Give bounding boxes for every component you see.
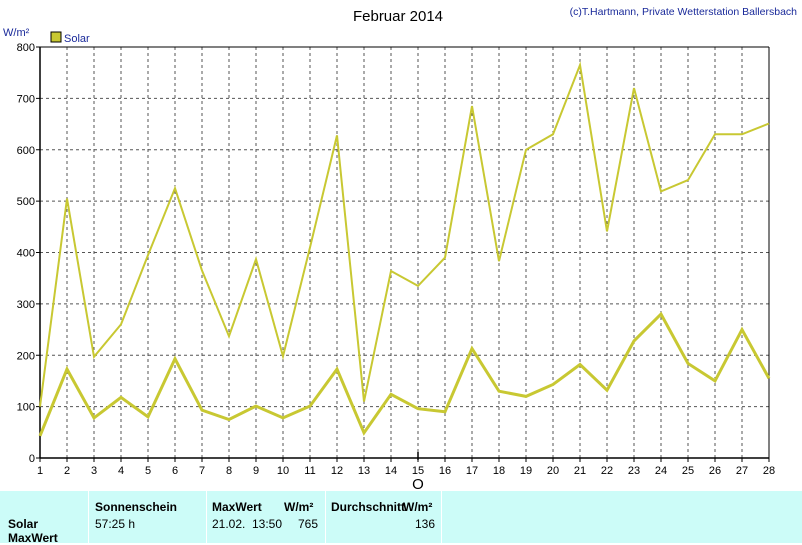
x-tick-label: 18 [493, 465, 505, 477]
legend-label: Solar [64, 33, 90, 45]
header-sonnenschein: Sonnenschein [95, 500, 178, 514]
x-tick-label: 1 [37, 465, 43, 477]
table-divider [325, 491, 326, 543]
header-maxwert: MaxWert [212, 500, 262, 514]
series-line-average [38, 311, 771, 437]
y-tick-label: 200 [17, 350, 35, 362]
x-tick-label: 21 [574, 465, 586, 477]
max-date: 21.02. [212, 517, 246, 531]
x-tick-label: 20 [547, 465, 559, 477]
chart-title: Februar 2014 [353, 8, 443, 25]
y-tick-label: 300 [17, 299, 35, 311]
x-tick-label: 28 [763, 465, 775, 477]
x-tick-label: 9 [253, 465, 259, 477]
x-tick-label: 25 [682, 465, 694, 477]
x-tick-label: 5 [145, 465, 151, 477]
row-label-maxwert: MaxWert [8, 531, 58, 545]
x-tick-label: 11 [304, 465, 315, 477]
max-value: 765 [297, 517, 318, 531]
summary-table: Solar MaxWert Sonnenschein MaxWert W/m² … [0, 491, 802, 545]
header-unit-2: W/m² [403, 500, 433, 514]
x-tick-label: 26 [709, 465, 721, 477]
header-durchschnitt: Durchschnitt [331, 500, 406, 514]
average-value: 136 [414, 517, 435, 531]
table-divider [88, 491, 89, 543]
x-tick-label: 6 [172, 465, 178, 477]
legend-swatch [50, 31, 62, 43]
x-tick-label: 16 [439, 465, 451, 477]
y-tick-label: 500 [17, 196, 35, 208]
y-axis-unit: W/m² [3, 27, 30, 39]
axes [36, 46, 770, 462]
x-tick-label: 24 [655, 465, 667, 477]
x-tick-label: 14 [385, 465, 397, 477]
x-tick-label: 10 [277, 465, 289, 477]
x-tick-label: 12 [331, 465, 343, 477]
row-label-solar: Solar [8, 517, 39, 531]
sonnenschein-value: 57:25 h [95, 517, 136, 531]
x-tick-label: 17 [466, 465, 478, 477]
table-divider [441, 491, 442, 543]
x-tick-label: 15 [412, 465, 424, 477]
x-tick-label: 19 [520, 465, 532, 477]
max-time: 13:50 [252, 517, 283, 531]
y-tick-label: 600 [17, 145, 35, 157]
y-tick-label: 400 [17, 248, 35, 260]
y-tick-label: 700 [17, 93, 35, 105]
copyright-text: (c)T.Hartmann, Private Wetterstation Bal… [570, 6, 798, 18]
x-tick-label: 2 [64, 465, 70, 477]
y-tick-label: 0 [29, 453, 35, 465]
table-divider [206, 491, 207, 543]
x-tick-label: 22 [601, 465, 613, 477]
x-tick-label: 13 [358, 465, 370, 477]
series-lines [38, 61, 771, 437]
y-tick-label: 100 [17, 402, 35, 414]
x-tick-label: 7 [199, 465, 205, 477]
x-tick-label: 27 [736, 465, 748, 477]
grid [40, 47, 769, 458]
day-marker-label: O [412, 476, 424, 491]
x-tick-label: 23 [628, 465, 640, 477]
header-unit-1: W/m² [284, 500, 314, 514]
series-line-max [39, 61, 770, 407]
x-tick-label: 8 [226, 465, 232, 477]
y-tick-label: 800 [17, 42, 35, 54]
x-tick-label: 4 [118, 465, 124, 477]
x-tick-label: 3 [91, 465, 97, 477]
